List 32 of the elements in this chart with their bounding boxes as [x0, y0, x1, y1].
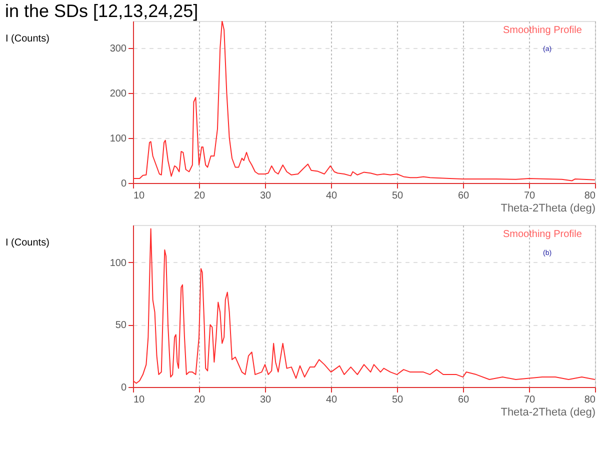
- x-tick-label: 10: [134, 394, 146, 406]
- x-tick-label: 40: [326, 394, 338, 406]
- x-tick-label: 80: [584, 190, 596, 202]
- y-tick-label: 0: [120, 382, 127, 394]
- y-tick-label: 0: [120, 178, 127, 190]
- x-axis-title: Theta-2Theta (deg): [500, 202, 596, 214]
- x-tick-label: 10: [134, 190, 146, 202]
- x-tick-label: 80: [584, 394, 596, 406]
- annotation: Smoothing Profile: [503, 229, 582, 240]
- x-tick-label: 50: [392, 394, 404, 406]
- x-tick-label: 50: [392, 190, 404, 202]
- x-tick-label: 20: [194, 394, 206, 406]
- x-tick-label: 40: [326, 190, 338, 202]
- x-axis-title: Theta-2Theta (deg): [500, 406, 596, 418]
- y-tick-label: 50: [115, 320, 127, 332]
- x-tick-label: 30: [260, 394, 272, 406]
- x-tick-label: 30: [260, 190, 272, 202]
- y-axis-title: I (Counts): [6, 34, 50, 44]
- y-tick-label: 300: [110, 44, 127, 54]
- y-tick-label: 100: [110, 258, 127, 269]
- x-tick-label: 60: [458, 190, 470, 202]
- x-tick-label: 60: [458, 394, 470, 406]
- line-series: [133, 228, 595, 384]
- y-axis-title: I (Counts): [6, 238, 50, 248]
- y-tick-label: 200: [110, 88, 127, 100]
- annotation: Smoothing Profile: [503, 25, 582, 36]
- line-series: [133, 21, 595, 182]
- y-tick-label: 100: [110, 134, 127, 144]
- x-tick-label: 20: [194, 190, 206, 202]
- x-tick-label: 70: [524, 394, 536, 406]
- chart-title: in the SDs [12,13,24,25]: [5, 1, 198, 21]
- x-tick-label: 70: [524, 190, 536, 202]
